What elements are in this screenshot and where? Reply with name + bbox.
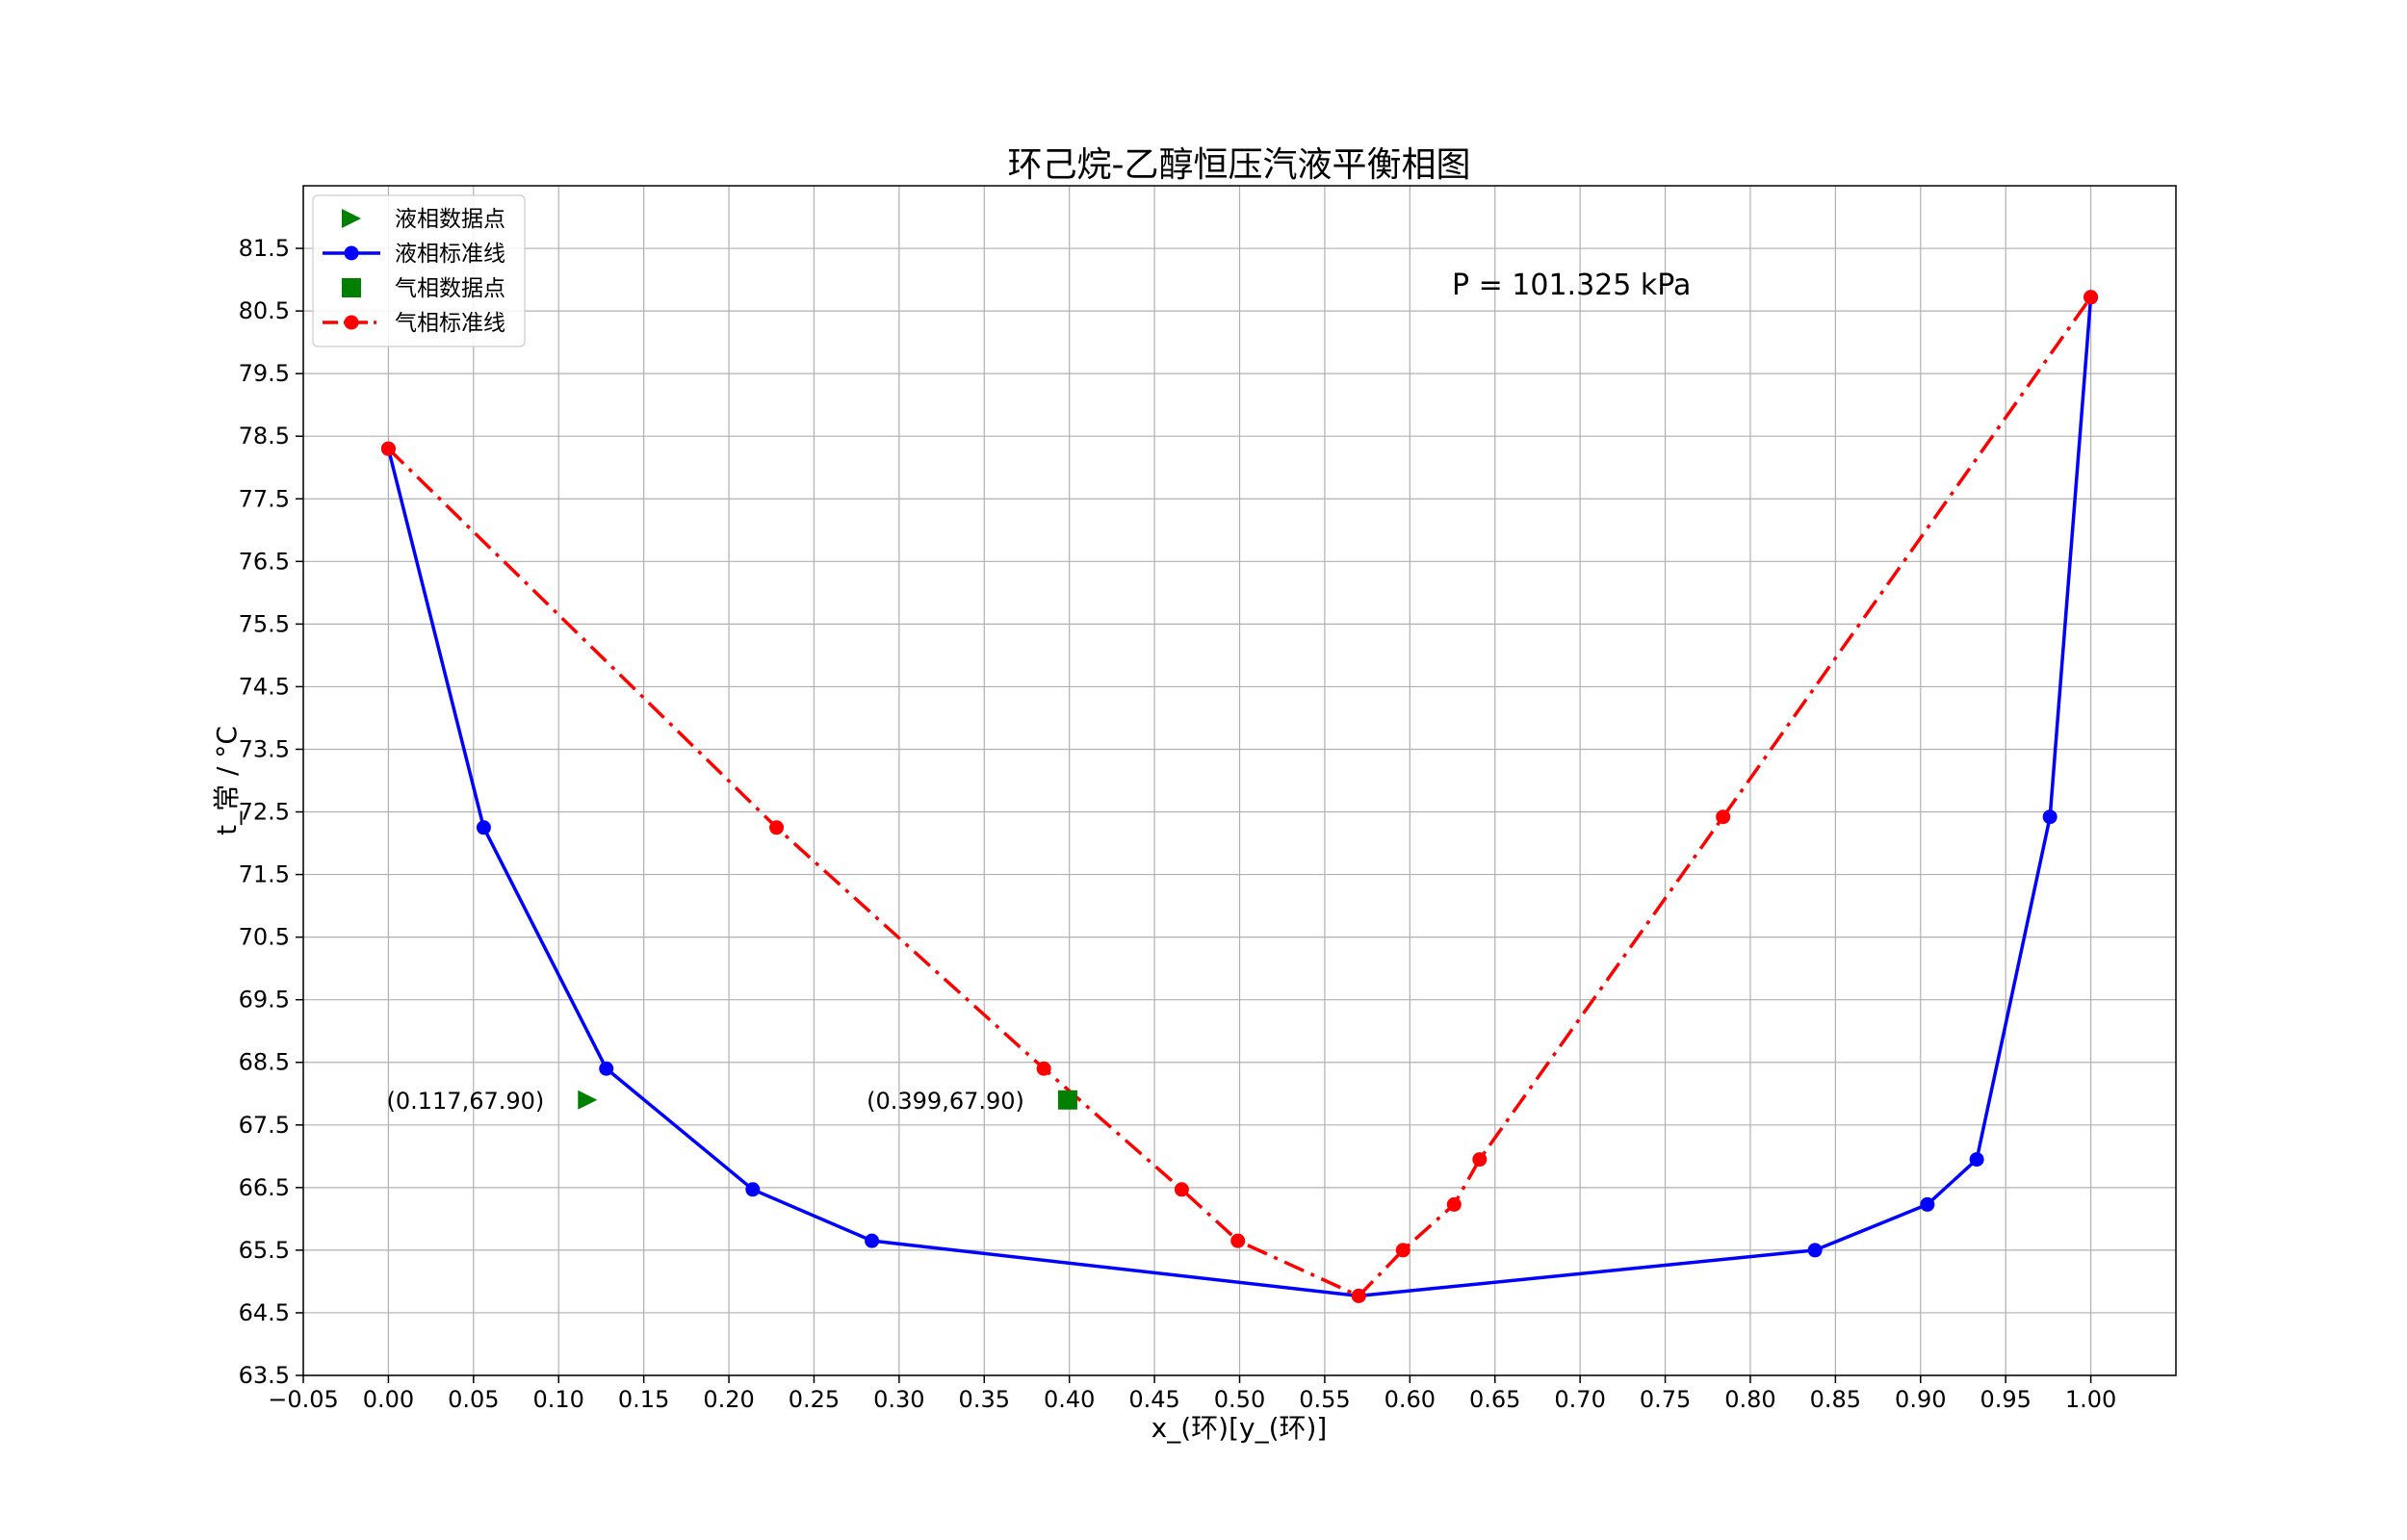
legend-label: 气相标准线	[395, 311, 505, 336]
x-tick-label: 0.00	[363, 1386, 414, 1413]
y-tick-label: 77.5	[239, 485, 290, 512]
x-tick-label: 0.35	[959, 1386, 1010, 1413]
x-tick-label: 0.25	[789, 1386, 840, 1413]
series-3-point	[1472, 1152, 1488, 1168]
x-tick-label: 0.15	[618, 1386, 669, 1413]
grid	[302, 186, 2176, 1376]
y-tick-label: 70.5	[239, 924, 290, 951]
series-3-point	[380, 441, 396, 456]
x-tick-label: 0.30	[873, 1386, 924, 1413]
series-3-point	[1716, 809, 1731, 825]
y-axis-label: t_常 / °C	[211, 726, 243, 835]
y-tick-label: 76.5	[239, 548, 290, 575]
series-3-point	[1395, 1243, 1411, 1258]
axis-ticks: −0.05 0.00 0.05 0.10 0.15 0.20 0.25 0.30 0.35 0.4…	[239, 235, 2117, 1413]
y-tick-label: 68.5	[239, 1049, 290, 1076]
x-tick-label: 0.70	[1554, 1386, 1605, 1413]
x-tick-label: 0.40	[1044, 1386, 1095, 1413]
pressure-annotation: P = 101.325 kPa	[1452, 269, 1691, 302]
legend-box	[312, 194, 526, 347]
series-1-point	[2042, 809, 2058, 825]
series-3-point	[1351, 1288, 1366, 1303]
y-tick-label: 72.5	[239, 799, 290, 826]
x-tick-label: 0.80	[1724, 1386, 1775, 1413]
x-tick-label: 0.90	[1895, 1386, 1946, 1413]
legend-label: 液相标准线	[395, 242, 505, 267]
legend-item: 液相数据点	[342, 207, 505, 232]
y-tick-label: 64.5	[239, 1299, 290, 1326]
series-1-point	[1807, 1243, 1823, 1258]
series-layer	[380, 290, 2099, 1303]
x-tick-label: 0.45	[1128, 1386, 1179, 1413]
x-tick-label: 0.60	[1385, 1386, 1436, 1413]
x-tick-label: 0.20	[703, 1386, 754, 1413]
y-tick-label: 69.5	[239, 987, 290, 1014]
series-3-point	[1174, 1182, 1189, 1197]
series-1-point	[745, 1182, 761, 1197]
y-tick-label: 80.5	[239, 297, 290, 324]
legend-marker	[342, 278, 361, 297]
y-tick-label: 71.5	[239, 861, 290, 888]
y-tick-label: 66.5	[239, 1174, 290, 1201]
y-tick-label: 78.5	[239, 423, 290, 449]
y-tick-label: 73.5	[239, 735, 290, 762]
x-tick-label: 0.95	[1980, 1386, 2031, 1413]
x-tick-label: −0.05	[268, 1386, 339, 1413]
y-tick-label: 75.5	[239, 610, 290, 637]
data-point-annotation: (0.399,67.90)	[867, 1088, 1024, 1115]
x-tick-label: 0.50	[1214, 1386, 1265, 1413]
legend-item: 液相标准线	[323, 242, 505, 267]
legend-label: 气相数据点	[395, 276, 505, 301]
series-1-point	[865, 1233, 880, 1248]
x-tick-label: 0.65	[1469, 1386, 1520, 1413]
legend-item: 气相数据点	[342, 276, 505, 301]
y-tick-label: 81.5	[239, 235, 290, 262]
annotations: (0.117,67.90) (0.399,67.90)	[387, 1088, 1024, 1115]
series-3-point	[2083, 290, 2099, 305]
x-tick-label: 0.55	[1299, 1386, 1350, 1413]
y-tick-label: 65.5	[239, 1237, 290, 1264]
series-3-point	[769, 820, 785, 835]
chart-title: 环己烷-乙醇恒压汽液平衡相图	[1008, 145, 1471, 185]
data-point-marker-0	[578, 1090, 598, 1110]
legend-marker	[344, 245, 359, 261]
x-tick-label: 0.85	[1810, 1386, 1861, 1413]
series-3-point	[1036, 1061, 1051, 1076]
series-1-point	[1920, 1196, 1935, 1212]
y-tick-label: 79.5	[239, 360, 290, 387]
x-tick-label: 0.75	[1640, 1386, 1691, 1413]
legend-label: 液相数据点	[395, 207, 505, 232]
series-1-point	[1969, 1152, 1984, 1168]
x-tick-label: 0.10	[533, 1386, 584, 1413]
y-tick-label: 67.5	[239, 1112, 290, 1139]
legend-marker	[342, 209, 361, 228]
series-1-point	[476, 820, 491, 835]
legend-item: 气相标准线	[323, 311, 505, 336]
series-3-point	[1446, 1196, 1462, 1212]
x-tick-label: 0.05	[448, 1386, 499, 1413]
y-tick-label: 63.5	[239, 1362, 290, 1389]
data-point-marker-2	[1057, 1090, 1077, 1110]
data-point-annotation: (0.117,67.90)	[387, 1088, 545, 1115]
legend-marker	[344, 315, 359, 330]
y-tick-label: 74.5	[239, 673, 290, 700]
series-3-point	[1230, 1233, 1246, 1248]
series-1-point	[599, 1061, 614, 1076]
x-axis-label: x_(环)[y_(环)]	[1152, 1412, 1328, 1444]
x-tick-label: 1.00	[2065, 1386, 2116, 1413]
